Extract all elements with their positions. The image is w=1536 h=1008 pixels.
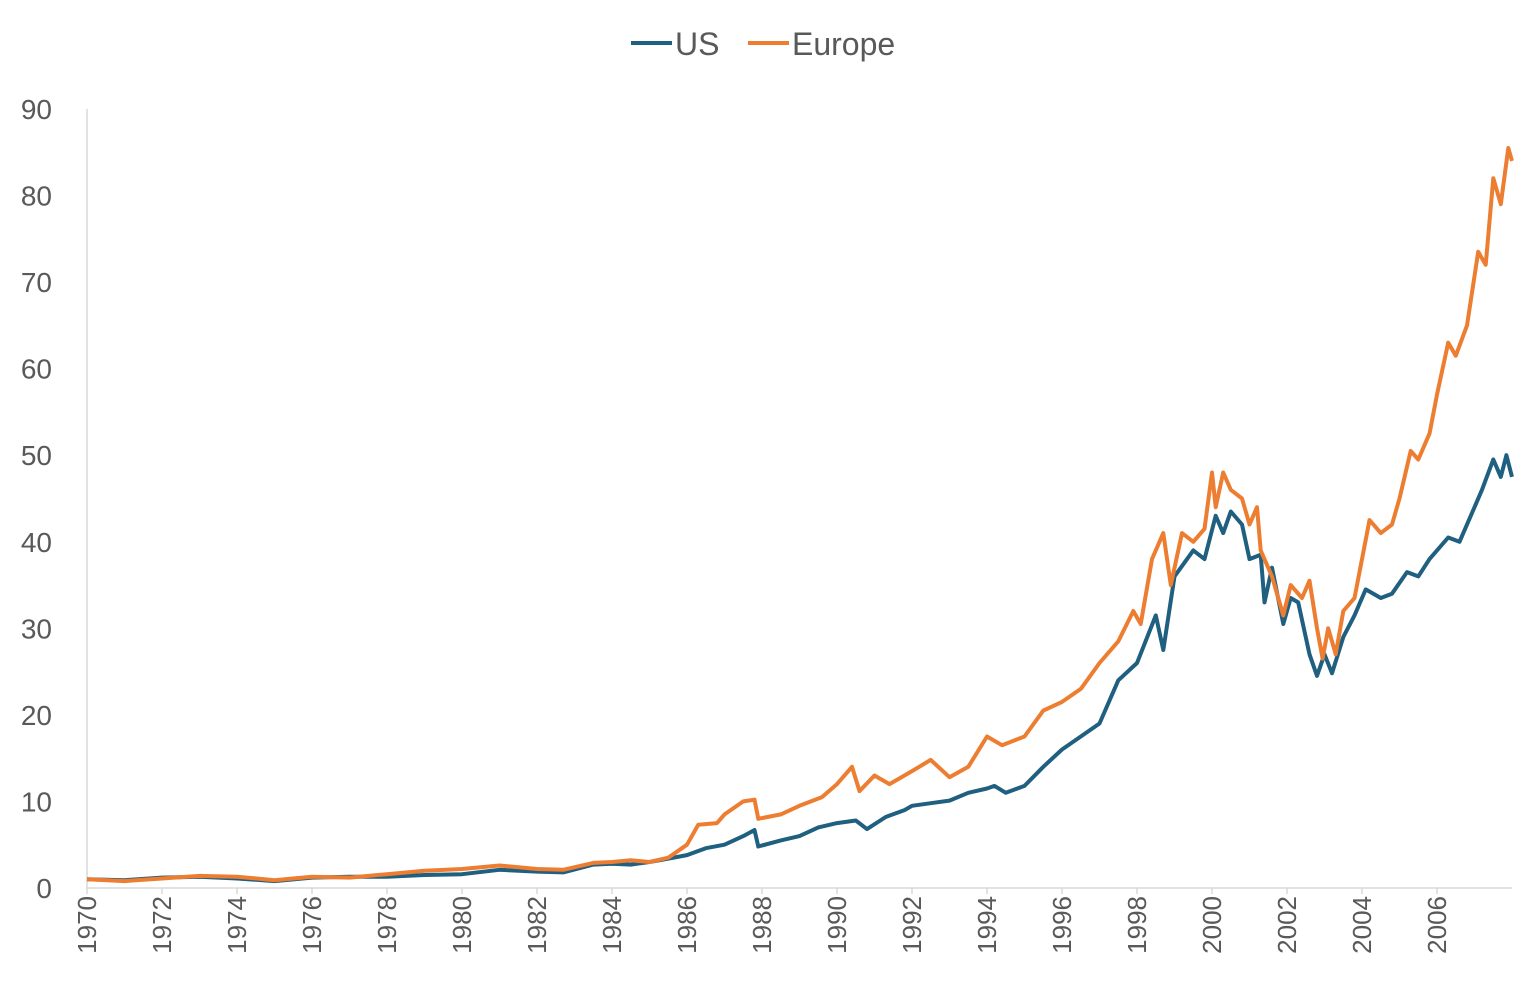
x-tick-label: 1994 — [972, 896, 1002, 954]
x-tick-label: 1998 — [1122, 896, 1152, 954]
x-tick-label: 1996 — [1047, 896, 1077, 954]
x-tick-label: 1980 — [447, 896, 477, 954]
x-tick-label: 1986 — [672, 896, 702, 954]
y-tick-label: 0 — [36, 873, 52, 904]
legend: US Europe — [631, 26, 895, 62]
series-line-us — [86, 453, 1514, 884]
x-tick-label: 2004 — [1347, 896, 1377, 954]
x-tick-label: 1984 — [597, 896, 627, 954]
y-tick-label: 40 — [21, 527, 52, 558]
x-tick-label: 1976 — [297, 896, 327, 954]
x-tick-label: 1978 — [372, 896, 402, 954]
y-tick-label: 10 — [21, 786, 52, 817]
x-tick-label: 1972 — [147, 896, 177, 954]
x-tick-label: 1988 — [747, 896, 777, 954]
y-tick-label: 70 — [21, 267, 52, 298]
y-tick-label: 50 — [21, 440, 52, 471]
x-tick-label: 2000 — [1197, 896, 1227, 954]
y-tick-label: 20 — [21, 700, 52, 731]
x-tick-label: 1974 — [222, 896, 252, 954]
y-tick-label: 60 — [21, 354, 52, 385]
x-tick-label: 1990 — [822, 896, 852, 954]
legend-label-us: US — [675, 26, 719, 62]
x-tick-label: 1970 — [72, 896, 102, 954]
x-tick-label: 1982 — [522, 896, 552, 954]
series-line-europe — [86, 146, 1514, 884]
legend-label-europe: Europe — [792, 26, 895, 62]
x-tick-label: 2006 — [1422, 896, 1452, 954]
x-tick-label: 2002 — [1272, 896, 1302, 954]
y-tick-label: 90 — [21, 94, 52, 125]
y-tick-label: 30 — [21, 613, 52, 644]
x-tick-label: 1992 — [897, 896, 927, 954]
y-tick-label: 80 — [21, 181, 52, 212]
